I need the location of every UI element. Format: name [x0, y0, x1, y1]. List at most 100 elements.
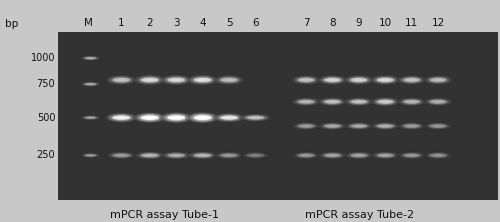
Ellipse shape — [84, 154, 96, 157]
Ellipse shape — [222, 154, 235, 157]
Ellipse shape — [118, 155, 124, 156]
Ellipse shape — [162, 113, 191, 123]
Ellipse shape — [110, 153, 133, 158]
Ellipse shape — [194, 77, 211, 83]
Ellipse shape — [163, 76, 190, 84]
Ellipse shape — [194, 153, 211, 157]
Ellipse shape — [134, 75, 166, 85]
Ellipse shape — [377, 154, 394, 157]
Ellipse shape — [80, 115, 100, 120]
Ellipse shape — [88, 117, 92, 118]
Ellipse shape — [330, 155, 336, 156]
Ellipse shape — [172, 78, 181, 81]
Ellipse shape — [429, 99, 448, 105]
Ellipse shape — [330, 125, 336, 127]
Ellipse shape — [106, 152, 136, 159]
Ellipse shape — [317, 97, 348, 106]
Ellipse shape — [80, 81, 102, 87]
Ellipse shape — [254, 117, 257, 118]
Ellipse shape — [426, 152, 450, 159]
Ellipse shape — [173, 79, 180, 81]
Ellipse shape — [80, 56, 102, 61]
Ellipse shape — [358, 126, 360, 127]
Ellipse shape — [406, 100, 418, 104]
Ellipse shape — [398, 122, 425, 130]
Ellipse shape — [430, 153, 446, 157]
Ellipse shape — [318, 152, 346, 159]
Ellipse shape — [168, 77, 184, 83]
Ellipse shape — [190, 152, 216, 159]
Ellipse shape — [87, 57, 94, 59]
Ellipse shape — [246, 115, 266, 120]
Ellipse shape — [298, 77, 314, 82]
Ellipse shape — [326, 154, 338, 157]
Ellipse shape — [136, 113, 163, 122]
Ellipse shape — [429, 123, 448, 129]
Ellipse shape — [146, 117, 153, 119]
Ellipse shape — [348, 99, 370, 105]
Ellipse shape — [303, 125, 309, 127]
Ellipse shape — [323, 77, 342, 83]
Ellipse shape — [200, 117, 206, 119]
Ellipse shape — [254, 155, 257, 156]
Ellipse shape — [168, 153, 184, 157]
Ellipse shape — [435, 101, 441, 103]
Ellipse shape — [396, 151, 428, 160]
Ellipse shape — [430, 78, 446, 82]
Text: bp: bp — [5, 19, 18, 29]
Ellipse shape — [342, 75, 376, 85]
Ellipse shape — [198, 116, 207, 119]
Ellipse shape — [322, 99, 344, 105]
Ellipse shape — [219, 153, 239, 158]
Ellipse shape — [224, 116, 234, 119]
Ellipse shape — [377, 100, 394, 104]
Ellipse shape — [85, 83, 96, 85]
Ellipse shape — [330, 101, 336, 103]
Ellipse shape — [406, 78, 418, 82]
Ellipse shape — [112, 115, 131, 121]
Ellipse shape — [376, 123, 394, 129]
Ellipse shape — [316, 75, 350, 85]
Ellipse shape — [378, 124, 393, 128]
Ellipse shape — [116, 154, 126, 157]
Ellipse shape — [328, 154, 337, 157]
Ellipse shape — [426, 76, 450, 84]
Ellipse shape — [118, 79, 124, 81]
Text: 500: 500 — [37, 113, 56, 123]
Ellipse shape — [289, 97, 323, 107]
Ellipse shape — [114, 154, 128, 157]
Ellipse shape — [426, 98, 450, 105]
Ellipse shape — [295, 123, 317, 129]
Ellipse shape — [330, 79, 336, 81]
Ellipse shape — [214, 75, 244, 85]
Ellipse shape — [135, 113, 165, 122]
Ellipse shape — [110, 76, 133, 84]
Ellipse shape — [295, 153, 317, 158]
Ellipse shape — [298, 125, 314, 128]
Ellipse shape — [407, 154, 416, 157]
Ellipse shape — [356, 79, 362, 81]
Ellipse shape — [304, 79, 308, 80]
Text: 2: 2 — [146, 18, 153, 28]
Ellipse shape — [221, 77, 238, 83]
Ellipse shape — [328, 100, 337, 103]
Ellipse shape — [399, 98, 424, 105]
Ellipse shape — [374, 98, 396, 105]
Ellipse shape — [160, 151, 193, 160]
Ellipse shape — [421, 75, 455, 85]
Ellipse shape — [173, 155, 180, 156]
Ellipse shape — [250, 116, 260, 119]
Ellipse shape — [399, 152, 424, 159]
Ellipse shape — [342, 121, 376, 131]
Ellipse shape — [318, 122, 346, 130]
Ellipse shape — [200, 79, 206, 81]
Ellipse shape — [103, 74, 140, 86]
Ellipse shape — [429, 153, 448, 158]
Ellipse shape — [238, 151, 274, 160]
Ellipse shape — [323, 99, 342, 105]
Ellipse shape — [351, 153, 366, 157]
Ellipse shape — [323, 153, 342, 158]
Ellipse shape — [145, 116, 155, 119]
Ellipse shape — [113, 115, 130, 120]
Ellipse shape — [345, 75, 373, 84]
